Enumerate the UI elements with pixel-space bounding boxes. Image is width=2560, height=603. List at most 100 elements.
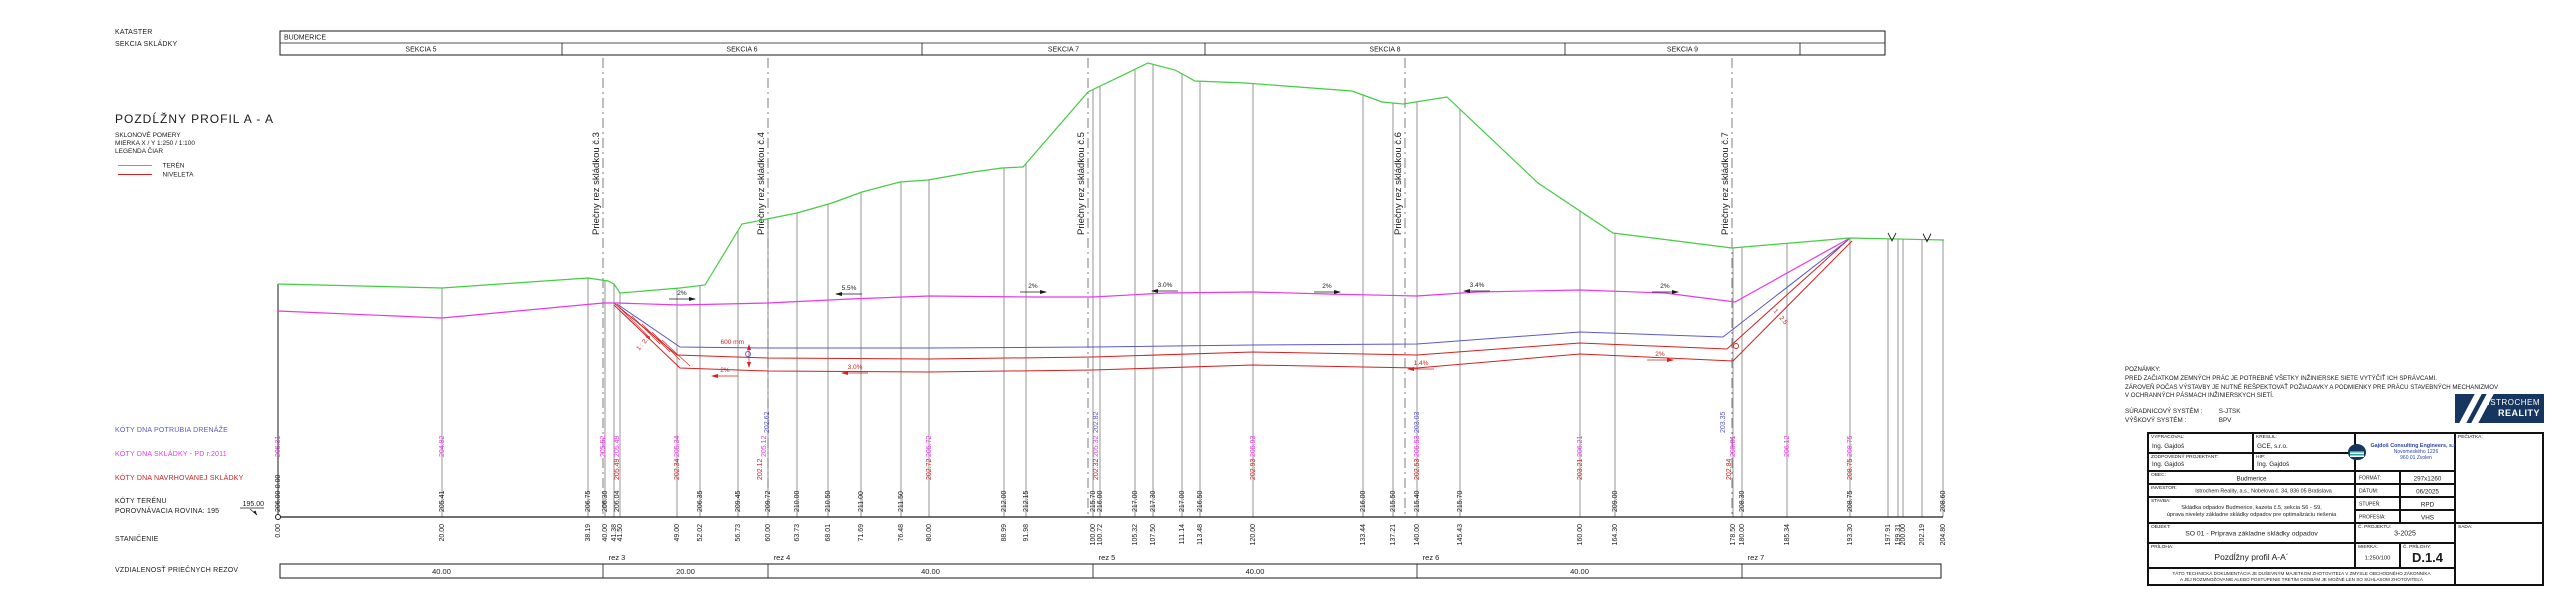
pipe-symbol bbox=[745, 351, 751, 357]
cell-sada: SADA: bbox=[2455, 523, 2543, 585]
terrain-elevation-label: 206.35 bbox=[697, 490, 704, 512]
station-chainage-label: 140.00 bbox=[1414, 524, 1421, 546]
terrain-elevation-label: 217.00 bbox=[1132, 490, 1139, 512]
terrain-elevation-label: 208.75 bbox=[1847, 490, 1854, 512]
gce-logo-text: Gajdoš Consulting Engineers, s.r.o. Novo… bbox=[2370, 443, 2462, 461]
slope-hatch-line bbox=[641, 323, 671, 353]
station-chainage-label: 100.00 bbox=[1090, 524, 1097, 546]
sekcia-cell-label: SEKCIA 7 bbox=[1048, 47, 1079, 54]
sekcia-cell-label: SEKCIA 6 bbox=[726, 47, 757, 54]
coord-system-label: SÚRADNICOVÝ SYSTÉM : bbox=[2125, 408, 2203, 415]
sekcia-skladky-label: SEKCIA SKLÁDKY bbox=[115, 41, 178, 48]
cell-label: KRESLIL: bbox=[2256, 435, 2278, 440]
cell-label: Č. PRÍLOHY: bbox=[2403, 545, 2432, 550]
rez-mark-label: rez 7 bbox=[1748, 553, 1765, 562]
terrain-elevation-label: 215.50 bbox=[1390, 490, 1397, 512]
cell-value: Pozdĺžny profil A-A´ bbox=[2214, 551, 2289, 562]
station-chainage-label: 0.00 bbox=[275, 524, 282, 538]
drawing-number: D.1.4 bbox=[2411, 550, 2444, 565]
landfill-2011-elevation-label: 205.32 bbox=[1093, 435, 1100, 457]
cross-section-label: Priečny rez skládkou č.7 bbox=[1720, 132, 1731, 235]
station-chainage-label: 38.19 bbox=[585, 524, 592, 542]
cell-datum-value: 06/2025 bbox=[2400, 484, 2455, 497]
design-elevation-label: 202.53 bbox=[1414, 458, 1421, 480]
landfill-2011-elevation-label: 205.49 bbox=[614, 435, 621, 457]
terrain-check-mark bbox=[1922, 233, 1932, 243]
station-chainage-label: 160.00 bbox=[1577, 524, 1584, 546]
station-chainage-label: 60.00 bbox=[765, 524, 772, 542]
slope-arrowhead bbox=[689, 297, 696, 301]
station-chainage-label: 111.14 bbox=[1179, 524, 1186, 544]
distance-box bbox=[279, 563, 1942, 579]
terrain-check-mark bbox=[1887, 232, 1897, 242]
design-elevation-label: 202.12 bbox=[757, 458, 764, 480]
station-chainage-label: 137.21 bbox=[1390, 524, 1397, 546]
slope-arrowhead bbox=[1407, 367, 1414, 371]
slope-hatch-line bbox=[661, 339, 691, 367]
slope-arrowhead bbox=[1040, 290, 1047, 294]
cell-value: Ing. Gajdoš bbox=[2152, 461, 2185, 468]
legend-niveleta-label: NIVELETA bbox=[162, 171, 194, 179]
terrain-elevation-label: 211.00 bbox=[858, 491, 865, 512]
landfill-2011-elevation-label: 205.93 bbox=[1250, 435, 1257, 457]
station-chainage-label: 120.00 bbox=[1250, 524, 1257, 546]
page-title: POZDĹŽNY PROFIL A - A bbox=[115, 112, 275, 126]
slope-arrowhead bbox=[1151, 289, 1158, 293]
dimension-arrowhead bbox=[747, 362, 751, 368]
legend-teren-label: TERÉN bbox=[162, 162, 185, 170]
legend-teren-row: TERÉN bbox=[118, 157, 184, 169]
slope-hatch-line bbox=[651, 331, 681, 361]
terrain-elevation-label: 217.00 bbox=[1179, 490, 1186, 512]
terrain-elevation-label: 216.00 bbox=[1097, 490, 1104, 512]
terrain-elevation-label: 209.45 bbox=[735, 490, 742, 512]
cell-label: INVESTOR: bbox=[2151, 486, 2177, 491]
design-elevation-label: 208.75 bbox=[1847, 458, 1854, 480]
cross-section-label: Priečny rez skládkou č.5 bbox=[1076, 132, 1087, 235]
cell-value: Skládka odpadov Budmerice, kazeta č.5, s… bbox=[2166, 505, 2337, 518]
cell-label: Č. PROJEKTU: bbox=[2358, 525, 2392, 530]
terrain-elevation-label: 216.50 bbox=[1197, 490, 1204, 512]
drainage-elevation-label: 202.82 bbox=[1093, 411, 1100, 433]
cell-label: STAVBA: bbox=[2151, 499, 2171, 504]
station-chainage-label: 199.31 bbox=[1895, 524, 1902, 546]
disclaimer-text: TÁTO TECHNICKÁ DOKUMENTÁCIA JE DUŠEVNÝM … bbox=[2172, 571, 2431, 582]
row-label-stanicenie: STANIČENIE bbox=[115, 536, 159, 543]
cell-hip: HIP: Ing. Gajdoš bbox=[2253, 453, 2355, 471]
row-label-teren: KÓTY TERÉNU bbox=[115, 498, 167, 505]
slope-label: 2% bbox=[1028, 283, 1038, 290]
terrain-elevation-label: 209.00 bbox=[1612, 490, 1619, 512]
distance-cell-label: 40.00 bbox=[432, 567, 451, 576]
cell-label: PRÍLOHA: bbox=[2151, 545, 2174, 550]
cell-disclaimer: TÁTO TECHNICKÁ DOKUMENTÁCIA JE DUŠEVNÝM … bbox=[2148, 568, 2455, 585]
station-chainage-label: 56.73 bbox=[735, 524, 742, 542]
sekcia-cell-label: SEKCIA 5 bbox=[405, 47, 436, 54]
terrain-elevation-label: 208.60 bbox=[1940, 490, 1947, 512]
rez-mark-label: rez 3 bbox=[609, 553, 626, 562]
station-chainage-label: 164.30 bbox=[1612, 524, 1619, 546]
row-label-drenaz: KÓTY DNA POTRUBIA DRENÁŽE bbox=[115, 427, 229, 434]
reality-logo-text: REALITY bbox=[2497, 408, 2540, 418]
slope-arrowhead bbox=[841, 371, 848, 375]
station-chainage-label: 88.99 bbox=[1001, 524, 1008, 542]
legenda-ciar-label: LEGENDA ČIAR bbox=[115, 148, 164, 155]
station-chainage-label: 178.50 bbox=[1730, 524, 1737, 546]
landfill-2011-elevation-label: 205.81 bbox=[1730, 435, 1737, 457]
cell-value: Ing. Gajdoš bbox=[2257, 461, 2290, 468]
notes-line: ZÁROVEŇ POČAS VÝSTAVBY JE NUTNÉ REŠPEKTO… bbox=[2125, 383, 2499, 391]
landfill-2011-elevation-label: 205.31 bbox=[275, 435, 282, 457]
station-chainage-label: 41.38 bbox=[611, 524, 618, 542]
cell-cislo-prilohy: Č. PRÍLOHY: D.1.4 bbox=[2400, 543, 2455, 568]
height-system-label: VÝŠKOVÝ SYSTÉM : bbox=[2125, 417, 2187, 424]
station-chainage-label: 105.32 bbox=[1132, 524, 1139, 546]
drainage-pipe-line bbox=[616, 239, 1849, 349]
cell-label: VYPRACOVAL: bbox=[2151, 435, 2185, 440]
cell-value: Istrochem Reality, a.s., Nobelova č. 34,… bbox=[2195, 488, 2332, 495]
slope-arrowhead bbox=[1334, 290, 1341, 294]
slope-label: 2% bbox=[720, 367, 730, 374]
cross-section-label: Priečny rez skládkou č.4 bbox=[756, 132, 767, 235]
cell-format-label: FORMÁT: bbox=[2355, 471, 2400, 484]
terrain-elevation-label: 217.30 bbox=[1150, 490, 1157, 512]
station-chainage-label: 68.01 bbox=[825, 524, 832, 542]
notes-title: POZNÁMKY: bbox=[2125, 366, 2161, 373]
station-chainage-label: 200.00 bbox=[1900, 524, 1907, 546]
